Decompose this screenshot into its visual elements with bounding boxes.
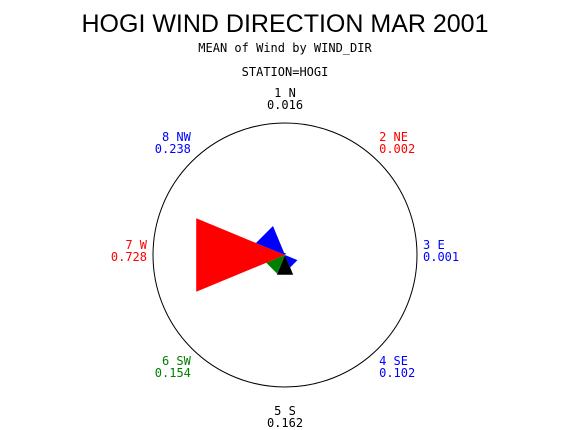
label-n: 1 N [274, 86, 296, 100]
value-nw: 0.238 [155, 142, 191, 156]
label-s: 5 S [274, 404, 296, 418]
wedge-nw [255, 225, 285, 255]
label-ne: 2 NE [379, 130, 408, 144]
station-label: STATION=HOGI [242, 65, 329, 79]
chart-title: HOGI WIND DIRECTION MAR 2001 [82, 10, 489, 38]
label-sw: 6 SW [162, 354, 192, 368]
wedge-se [285, 255, 298, 268]
chart-subtitle: MEAN of Wind by WIND_DIR [198, 41, 372, 55]
wedge-s [276, 255, 294, 275]
rose-outer-circle [152, 122, 418, 388]
value-w: 0.728 [111, 250, 147, 264]
wedge-w [196, 218, 285, 292]
label-e: 3 E [423, 238, 445, 252]
label-nw: 8 NW [162, 130, 192, 144]
label-se: 4 SE [379, 354, 408, 368]
value-se: 0.102 [379, 366, 415, 380]
rose-wedges [196, 218, 298, 292]
value-s: 0.162 [267, 416, 303, 430]
wedge-n [284, 253, 286, 255]
wedge-sw [266, 255, 285, 274]
label-w: 7 W [125, 238, 147, 252]
value-ne: 0.002 [379, 142, 415, 156]
value-e: 0.001 [423, 250, 459, 264]
value-n: 0.016 [267, 98, 303, 112]
value-sw: 0.154 [155, 366, 191, 380]
